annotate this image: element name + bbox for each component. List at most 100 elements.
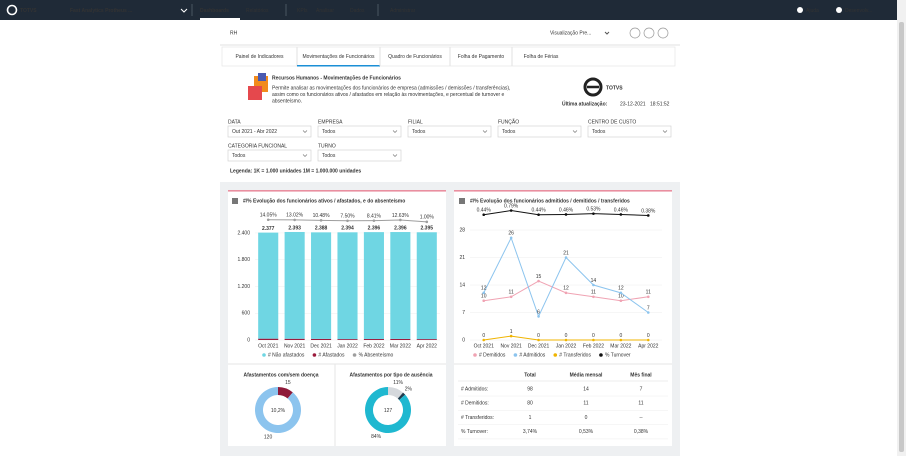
y-tick-label: 1.200 [237,284,250,290]
bar [284,231,305,339]
donut-title: Afastamentos por tipo de ausência [349,372,432,378]
x-tick-label: Apr 2022 [638,343,659,349]
app-name[interactable]: Fast Analytics Protheus ... [70,8,133,14]
chart-icon [459,198,465,204]
donut-segment [255,387,302,433]
bar [416,339,437,340]
table-cell: 1 [529,415,532,421]
point-value-label: 10 [481,294,487,300]
series-point [482,299,486,303]
card-top-border [454,190,672,192]
series-point [425,220,429,224]
legend-swatch [352,353,357,357]
bar-value-label: 2.396 [368,225,381,231]
help[interactable]: Ajuda [806,8,819,14]
tab-bar [221,46,676,67]
legend-label[interactable]: # Demitidos [479,352,506,358]
user[interactable]: Desenvolv... [845,8,872,14]
donut-segment [278,387,293,399]
y-tick-label: 28 [459,227,465,233]
user-icon [836,7,842,13]
donut-center-label: 127 [384,408,393,414]
point-value-label: 0.46% [559,207,574,213]
tab[interactable]: Folha de Férias [524,54,559,60]
nav-item[interactable]: Dados [350,8,365,14]
table-cell: 11 [583,401,588,407]
point-value-label: 1.00% [420,215,435,221]
bar [258,338,279,340]
point-value-label: 0.46% [614,207,629,213]
donut-value-label: 11% [393,380,403,386]
table-header: Média mensal [570,372,603,378]
tab[interactable]: Painel de Indicadores [235,54,284,60]
toolbar-button[interactable] [657,27,669,39]
bar-value-label: 2.394 [341,226,354,232]
nav-item[interactable]: Administrar [390,8,416,14]
table-cell: 0,38% [634,429,649,435]
report-description: assim como os funcionários ativos / afas… [272,92,505,98]
view-select[interactable]: Visualização Pre... [550,30,591,36]
toolbar-button[interactable] [643,27,655,39]
bar [311,338,332,340]
series-point [509,209,513,212]
legend-label[interactable]: % Turnover [605,352,631,358]
app-caret [180,8,188,13]
series-point [509,334,513,338]
filter-select[interactable] [497,125,582,138]
point-value-label: 0 [565,333,568,339]
point-value-label: 0 [647,333,650,339]
report-title: Recursos Humanos - Movimentações de Func… [272,75,401,81]
filter-select[interactable] [227,149,312,162]
x-tick-label: Feb 2022 [363,343,384,349]
bar-value-label: 2.395 [421,226,434,232]
series-point [482,291,486,295]
table-cell: 7 [640,386,643,392]
filter-select[interactable] [587,125,672,138]
filter-select[interactable] [317,149,402,162]
nav-item[interactable]: KPIs [297,8,308,14]
series-point [619,213,623,216]
chart-icon [232,198,238,204]
legend-label[interactable]: % Absenteísmo [359,352,394,358]
donut-segment [365,387,412,433]
bar-value-label: 2.393 [288,225,301,231]
brand-icon [6,4,18,16]
table-cell: 80 [527,401,533,407]
chart-title: #/% Evolução dos funcionários admitidos … [470,198,630,204]
tab[interactable]: Movimentações de Funcionários [303,54,375,60]
tab[interactable]: Folha de Pagamento [458,54,505,60]
filter-select[interactable] [407,125,492,138]
table-row-label: % Turnover: [461,429,488,435]
legend-label[interactable]: # Transferidos [559,352,591,358]
y-tick-label: 1.800 [237,257,250,263]
nav-item[interactable]: Analisar [316,8,334,14]
x-tick-label: Dec 2021 [310,343,332,349]
tab[interactable]: Quadro de Funcionários [388,54,442,60]
legend-label[interactable]: # Não afastados [268,352,305,358]
bar [363,232,384,340]
nav-item[interactable]: Dashboards [200,8,229,14]
point-value-label: 26 [508,231,514,237]
point-value-label: 0 [537,333,540,339]
legend-label[interactable]: # Afastados [318,352,345,358]
legend-swatch [473,353,477,357]
filter-label: EMPRESA [318,119,343,125]
series-point [592,338,595,342]
nav-item[interactable]: Relatórios [246,8,269,14]
bar [416,232,437,340]
series-point [646,311,650,314]
series-point [346,219,349,223]
toolbar-button[interactable] [629,27,641,39]
point-value-label: 11 [646,290,651,296]
series-point [619,299,623,303]
point-value-label: 12.63% [392,213,410,219]
tab-active-underline [297,65,380,67]
series-point [537,338,540,342]
legend-label[interactable]: # Admitidos [519,352,545,358]
filter-select[interactable] [227,125,312,138]
point-value-label: 6 [537,309,540,315]
logo-icon [583,77,603,97]
y-tick-label: 2.400 [237,230,250,236]
filter-select[interactable] [317,125,402,138]
point-value-label: 1 [510,329,513,335]
